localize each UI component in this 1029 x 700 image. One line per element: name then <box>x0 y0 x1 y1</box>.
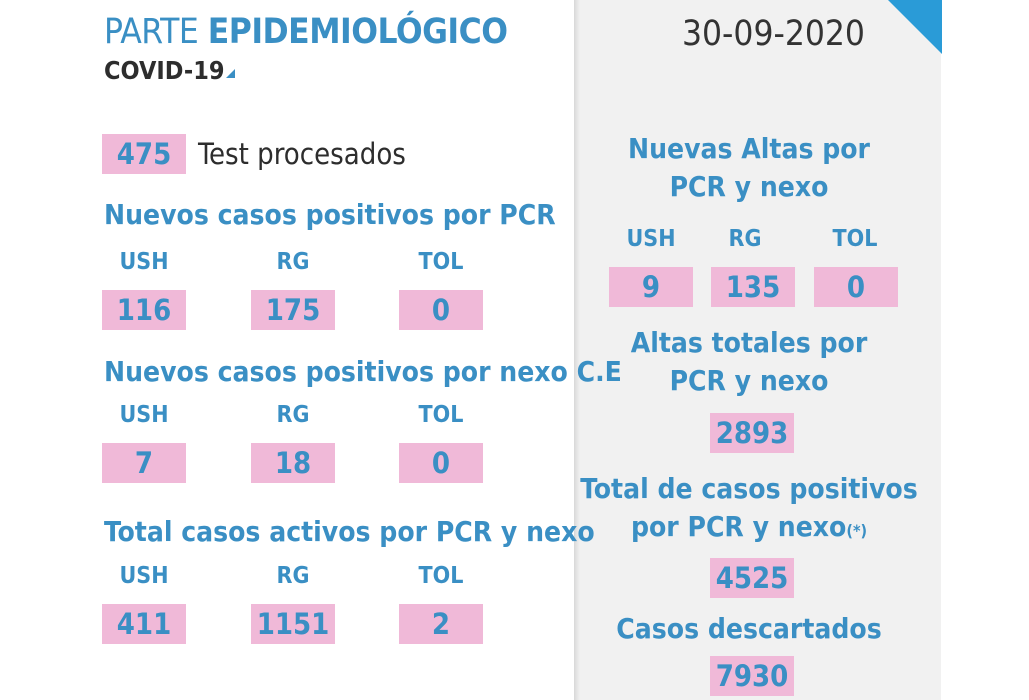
value-box: 7 <box>102 443 186 483</box>
value-box: 9 <box>609 267 693 307</box>
page-title: PARTE EPIDEMIOLÓGICO <box>104 12 508 52</box>
title-main: EPIDEMIOLÓGICO <box>207 12 508 52</box>
value-box: 0 <box>814 267 898 307</box>
value-box: 175 <box>251 290 335 330</box>
value-box: 0 <box>399 290 483 330</box>
section-title-activos: Total casos activos por PCR y nexo <box>104 515 595 548</box>
total-positivos-title-text: por PCR y nexo <box>630 510 847 543</box>
col-label-tol: TOL <box>418 402 464 428</box>
total-positivos-title-line2: por PCR y nexo(*) <box>574 510 924 543</box>
corner-triangle-icon <box>888 0 942 54</box>
col-label-ush: USH <box>119 563 169 589</box>
col-label-ush: USH <box>119 249 169 275</box>
total-positivos-title-line1: Total de casos positivos <box>580 472 918 505</box>
value-box: 1151 <box>251 604 335 644</box>
col-label-rg: RG <box>276 402 310 428</box>
col-label-tol: TOL <box>832 226 878 252</box>
value-box: 411 <box>102 604 186 644</box>
section-title-pcr: Nuevos casos positivos por PCR <box>104 198 556 231</box>
col-label-ush: USH <box>626 226 676 252</box>
tests-value: 475 <box>102 134 186 174</box>
col-label-rg: RG <box>276 563 310 589</box>
altas-totales-title-line1: Altas totales por <box>630 326 868 359</box>
col-label-tol: TOL <box>418 249 464 275</box>
value-box: 18 <box>251 443 335 483</box>
triangle-icon <box>226 69 235 78</box>
altas-totales-value: 2893 <box>710 413 794 453</box>
col-label-rg: RG <box>728 226 762 252</box>
descartados-value: 7930 <box>710 656 794 696</box>
panel-shadow <box>574 0 580 700</box>
descartados-title: Casos descartados <box>616 612 882 645</box>
section-title-nexo: Nuevos casos positivos por nexo C.E <box>104 355 622 388</box>
footnote-mark: (*) <box>846 521 868 540</box>
value-box: 2 <box>399 604 483 644</box>
col-label-tol: TOL <box>418 563 464 589</box>
title-prefix: PARTE <box>104 12 199 52</box>
altas-title-line1: Nuevas Altas por <box>628 132 870 165</box>
report-date: 30-09-2020 <box>682 14 865 54</box>
value-box: 135 <box>711 267 795 307</box>
tests-label: Test procesados <box>198 137 406 171</box>
col-label-ush: USH <box>119 402 169 428</box>
value-box: 116 <box>102 290 186 330</box>
total-positivos-value: 4525 <box>710 558 794 598</box>
altas-title-line2: PCR y nexo <box>669 170 829 203</box>
col-label-rg: RG <box>276 249 310 275</box>
altas-totales-title-line2: PCR y nexo <box>669 364 829 397</box>
page-subtitle: COVID-19 <box>104 56 225 85</box>
value-box: 0 <box>399 443 483 483</box>
